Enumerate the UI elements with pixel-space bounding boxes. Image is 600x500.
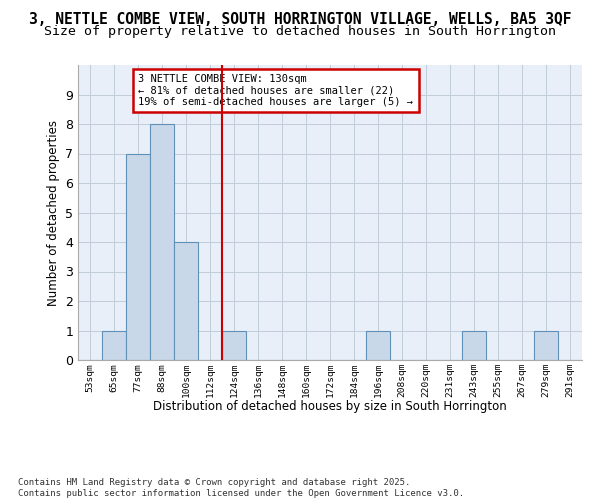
Text: 3 NETTLE COMBE VIEW: 130sqm
← 81% of detached houses are smaller (22)
19% of sem: 3 NETTLE COMBE VIEW: 130sqm ← 81% of det… [139,74,413,107]
Text: Size of property relative to detached houses in South Horrington: Size of property relative to detached ho… [44,25,556,38]
Bar [102,330,126,360]
Text: Contains HM Land Registry data © Crown copyright and database right 2025.
Contai: Contains HM Land Registry data © Crown c… [18,478,464,498]
Bar [126,154,150,360]
Y-axis label: Number of detached properties: Number of detached properties [47,120,59,306]
Bar [534,330,558,360]
Bar [174,242,198,360]
Bar [150,124,174,360]
X-axis label: Distribution of detached houses by size in South Horrington: Distribution of detached houses by size … [153,400,507,413]
Text: 3, NETTLE COMBE VIEW, SOUTH HORRINGTON VILLAGE, WELLS, BA5 3QF: 3, NETTLE COMBE VIEW, SOUTH HORRINGTON V… [29,12,571,28]
Bar [366,330,390,360]
Bar [222,330,246,360]
Bar [462,330,486,360]
